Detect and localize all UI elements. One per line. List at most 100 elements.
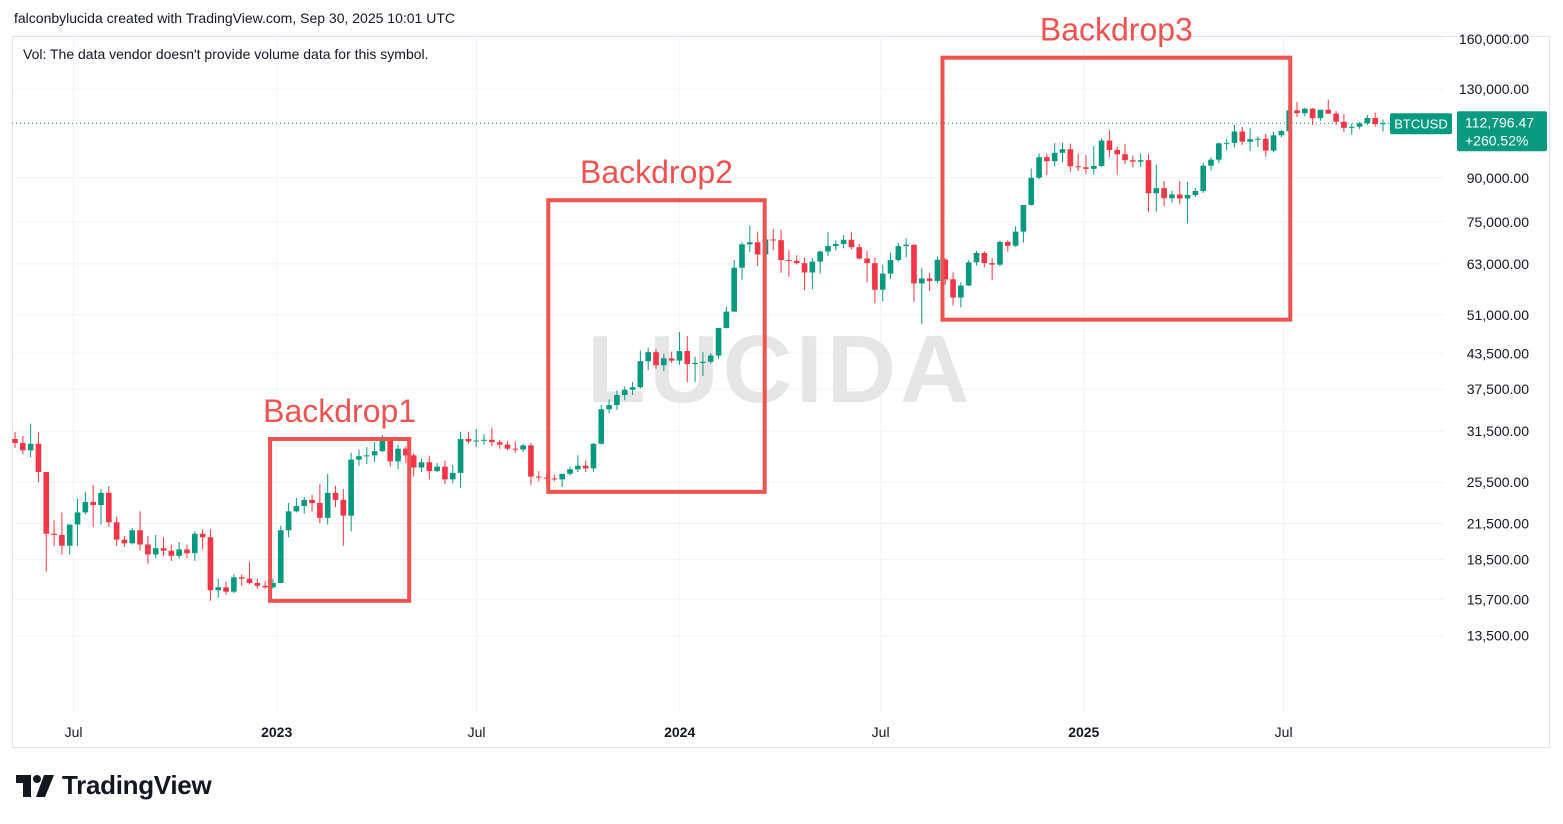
candle-body — [1255, 138, 1261, 140]
candle-body — [676, 351, 683, 361]
candle-body — [621, 389, 628, 395]
candle-body — [418, 462, 425, 468]
candle-body — [903, 244, 909, 247]
candle-body — [1004, 241, 1011, 246]
candle-body — [856, 247, 863, 259]
time-tick-label: Jul — [1275, 724, 1293, 740]
candle-body — [832, 244, 839, 247]
candle-body — [129, 530, 136, 544]
candle-body — [293, 506, 300, 512]
candle-body — [535, 476, 542, 478]
candle-body — [668, 358, 675, 361]
candle-body — [176, 549, 182, 556]
candle-body — [1239, 131, 1246, 142]
candle-body — [1137, 160, 1144, 162]
annotation-box-1 — [268, 436, 412, 603]
candle-body — [1380, 123, 1386, 125]
candle-body — [371, 451, 378, 456]
candle-body — [1098, 140, 1105, 166]
candle-body — [160, 548, 167, 551]
candle-body — [629, 387, 636, 390]
candle-body — [989, 263, 995, 265]
candle-body — [973, 253, 980, 263]
candle-body — [512, 448, 519, 450]
candle-body — [1114, 149, 1121, 155]
candle-body — [1075, 166, 1081, 168]
candle-body — [231, 577, 237, 592]
candle-body — [489, 439, 495, 443]
candle-body — [926, 278, 933, 281]
candle-body — [746, 242, 753, 245]
tradingview-logo-icon — [16, 774, 54, 797]
price-tick-label: 18,500.00 — [1467, 552, 1529, 568]
candle-body — [817, 251, 823, 262]
price-tick-label: 90,000.00 — [1467, 170, 1529, 186]
candle-body — [684, 351, 691, 365]
candle-body — [895, 246, 902, 261]
time-tick-label: Jul — [872, 724, 890, 740]
candle-body — [598, 409, 605, 444]
price-tick-label: 63,000.00 — [1467, 256, 1529, 272]
candle-body — [731, 267, 737, 312]
chart-pane[interactable] — [12, 36, 1550, 748]
price-tick-label: 37,500.00 — [1467, 381, 1529, 397]
candle-body — [215, 587, 222, 591]
price-tick-label: 160,000.00 — [1459, 31, 1529, 47]
candle-body — [473, 440, 480, 442]
candle-body — [1153, 188, 1160, 194]
candle-body — [105, 492, 112, 523]
candle-body — [152, 548, 159, 555]
candle-body — [637, 361, 644, 388]
candle-body — [778, 240, 784, 261]
candle-body — [1145, 160, 1152, 194]
candle-body — [1372, 117, 1378, 125]
candle-body — [1302, 108, 1308, 114]
candle-body — [1341, 121, 1347, 128]
candle-body — [1122, 154, 1128, 161]
tradingview-logo[interactable]: TradingView — [16, 770, 212, 801]
candle-body — [1278, 131, 1285, 136]
candle-body — [1216, 143, 1222, 160]
candle-body — [449, 472, 456, 480]
price-tick-label: 13,500.00 — [1467, 628, 1529, 644]
candle-body — [51, 533, 57, 535]
candle-body — [238, 577, 245, 579]
watermark-text: LUCIDA — [587, 316, 974, 423]
candle-body — [950, 279, 956, 298]
candle-body — [825, 246, 831, 252]
candle-body — [661, 358, 667, 366]
candle-body — [1325, 109, 1332, 114]
last-price-badge — [1457, 111, 1547, 152]
candle-body — [1090, 165, 1097, 169]
price-tick-label: 21,500.00 — [1467, 515, 1529, 531]
candle-body — [707, 355, 714, 362]
candle-body — [879, 273, 886, 290]
candle-body — [504, 444, 511, 449]
candle-body — [590, 443, 597, 469]
candle-body — [1223, 142, 1230, 144]
candle-body — [395, 448, 401, 462]
annotation-label-3: Backdrop3 — [1040, 12, 1193, 48]
candle-body — [277, 530, 284, 583]
candle-body — [715, 328, 722, 356]
candle-body — [20, 442, 26, 451]
candle-body — [1231, 131, 1238, 143]
candle-body — [1020, 204, 1027, 232]
candle-body — [301, 499, 308, 507]
time-tick-label: 2023 — [261, 724, 292, 740]
candle-body — [575, 465, 581, 470]
candle-body — [145, 544, 151, 555]
price-tick-label: 31,500.00 — [1467, 423, 1529, 439]
candle-body — [997, 241, 1003, 265]
price-tick-label: 130,000.00 — [1459, 81, 1529, 97]
candle-body — [653, 352, 659, 366]
candle-body — [1262, 138, 1269, 151]
candle-body — [793, 260, 800, 264]
candle-body — [1130, 160, 1136, 162]
candle-body — [1364, 117, 1371, 124]
candle-body — [191, 533, 198, 554]
annotation-label-2: Backdrop2 — [580, 154, 733, 190]
candle-body — [1083, 167, 1089, 169]
candle-body — [168, 550, 175, 556]
